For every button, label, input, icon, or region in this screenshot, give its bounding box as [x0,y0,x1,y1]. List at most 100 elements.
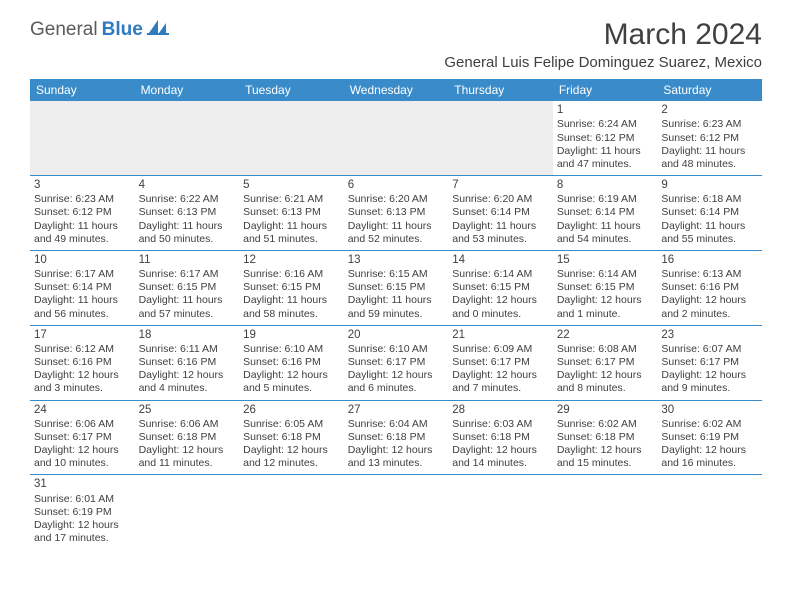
sunrise-line: Sunrise: 6:15 AM [348,268,445,281]
sunset-line: Sunset: 6:16 PM [34,356,131,369]
header: GeneralBlue March 2024 General Luis Feli… [30,18,762,71]
day-cell [657,475,762,549]
sunset-line: Sunset: 6:13 PM [243,206,340,219]
logo: GeneralBlue [30,18,169,41]
day-cell [344,101,449,175]
sunset-line: Sunset: 6:16 PM [243,356,340,369]
day-cell: 27Sunrise: 6:04 AMSunset: 6:18 PMDayligh… [344,400,449,475]
sunset-line: Sunset: 6:15 PM [139,281,236,294]
sunset-line: Sunset: 6:16 PM [661,281,758,294]
day-cell: 16Sunrise: 6:13 AMSunset: 6:16 PMDayligh… [657,250,762,325]
calendar-body: 1Sunrise: 6:24 AMSunset: 6:12 PMDaylight… [30,101,762,549]
table-row: 17Sunrise: 6:12 AMSunset: 6:16 PMDayligh… [30,325,762,400]
daylight-line: Daylight: 11 hours and 50 minutes. [139,220,236,246]
daylight-line: Daylight: 12 hours and 7 minutes. [452,369,549,395]
day-cell: 26Sunrise: 6:05 AMSunset: 6:18 PMDayligh… [239,400,344,475]
col-sunday: Sunday [30,79,135,101]
col-tuesday: Tuesday [239,79,344,101]
day-number: 13 [348,253,445,267]
daylight-line: Daylight: 11 hours and 59 minutes. [348,294,445,320]
daylight-line: Daylight: 11 hours and 57 minutes. [139,294,236,320]
sunrise-line: Sunrise: 6:14 AM [452,268,549,281]
sunset-line: Sunset: 6:18 PM [557,431,654,444]
sunrise-line: Sunrise: 6:03 AM [452,418,549,431]
sunset-line: Sunset: 6:12 PM [557,132,654,145]
daylight-line: Daylight: 11 hours and 58 minutes. [243,294,340,320]
day-cell: 21Sunrise: 6:09 AMSunset: 6:17 PMDayligh… [448,325,553,400]
sunrise-line: Sunrise: 6:11 AM [139,343,236,356]
daylight-line: Daylight: 11 hours and 47 minutes. [557,145,654,171]
day-cell: 9Sunrise: 6:18 AMSunset: 6:14 PMDaylight… [657,175,762,250]
sunrise-line: Sunrise: 6:02 AM [661,418,758,431]
daylight-line: Daylight: 11 hours and 48 minutes. [661,145,758,171]
day-cell: 5Sunrise: 6:21 AMSunset: 6:13 PMDaylight… [239,175,344,250]
location: General Luis Felipe Dominguez Suarez, Me… [444,54,762,71]
day-cell: 1Sunrise: 6:24 AMSunset: 6:12 PMDaylight… [553,101,658,175]
day-number: 5 [243,178,340,192]
day-cell [239,475,344,549]
sunset-line: Sunset: 6:18 PM [139,431,236,444]
day-cell: 30Sunrise: 6:02 AMSunset: 6:19 PMDayligh… [657,400,762,475]
daylight-line: Daylight: 11 hours and 51 minutes. [243,220,340,246]
day-number: 11 [139,253,236,267]
day-cell [30,101,135,175]
daylight-line: Daylight: 12 hours and 12 minutes. [243,444,340,470]
daylight-line: Daylight: 11 hours and 56 minutes. [34,294,131,320]
sunset-line: Sunset: 6:17 PM [557,356,654,369]
col-saturday: Saturday [657,79,762,101]
sunrise-line: Sunrise: 6:08 AM [557,343,654,356]
day-number: 1 [557,103,654,117]
daylight-line: Daylight: 12 hours and 10 minutes. [34,444,131,470]
header-row: Sunday Monday Tuesday Wednesday Thursday… [30,79,762,101]
sunrise-line: Sunrise: 6:02 AM [557,418,654,431]
daylight-line: Daylight: 11 hours and 49 minutes. [34,220,131,246]
sunset-line: Sunset: 6:18 PM [452,431,549,444]
daylight-line: Daylight: 12 hours and 6 minutes. [348,369,445,395]
col-thursday: Thursday [448,79,553,101]
sunset-line: Sunset: 6:13 PM [348,206,445,219]
table-row: 31Sunrise: 6:01 AMSunset: 6:19 PMDayligh… [30,475,762,549]
col-friday: Friday [553,79,658,101]
daylight-line: Daylight: 12 hours and 14 minutes. [452,444,549,470]
sunset-line: Sunset: 6:18 PM [243,431,340,444]
day-number: 31 [34,477,131,491]
day-cell: 3Sunrise: 6:23 AMSunset: 6:12 PMDaylight… [30,175,135,250]
day-cell: 6Sunrise: 6:20 AMSunset: 6:13 PMDaylight… [344,175,449,250]
day-number: 17 [34,328,131,342]
sail-icon [147,18,169,41]
day-number: 3 [34,178,131,192]
daylight-line: Daylight: 12 hours and 15 minutes. [557,444,654,470]
sunrise-line: Sunrise: 6:17 AM [34,268,131,281]
day-cell: 10Sunrise: 6:17 AMSunset: 6:14 PMDayligh… [30,250,135,325]
daylight-line: Daylight: 11 hours and 53 minutes. [452,220,549,246]
day-cell [448,101,553,175]
day-number: 2 [661,103,758,117]
sunset-line: Sunset: 6:17 PM [34,431,131,444]
sunrise-line: Sunrise: 6:05 AM [243,418,340,431]
daylight-line: Daylight: 12 hours and 17 minutes. [34,519,131,545]
day-number: 29 [557,403,654,417]
table-row: 10Sunrise: 6:17 AMSunset: 6:14 PMDayligh… [30,250,762,325]
day-number: 6 [348,178,445,192]
day-number: 21 [452,328,549,342]
calendar-page: GeneralBlue March 2024 General Luis Feli… [0,0,792,559]
day-cell: 13Sunrise: 6:15 AMSunset: 6:15 PMDayligh… [344,250,449,325]
sunrise-line: Sunrise: 6:10 AM [348,343,445,356]
day-number: 18 [139,328,236,342]
col-monday: Monday [135,79,240,101]
title-block: March 2024 General Luis Felipe Dominguez… [444,18,762,71]
day-cell: 19Sunrise: 6:10 AMSunset: 6:16 PMDayligh… [239,325,344,400]
day-cell: 24Sunrise: 6:06 AMSunset: 6:17 PMDayligh… [30,400,135,475]
day-number: 7 [452,178,549,192]
day-number: 26 [243,403,340,417]
daylight-line: Daylight: 12 hours and 9 minutes. [661,369,758,395]
sunset-line: Sunset: 6:17 PM [661,356,758,369]
daylight-line: Daylight: 11 hours and 52 minutes. [348,220,445,246]
daylight-line: Daylight: 12 hours and 2 minutes. [661,294,758,320]
day-cell: 20Sunrise: 6:10 AMSunset: 6:17 PMDayligh… [344,325,449,400]
day-cell: 4Sunrise: 6:22 AMSunset: 6:13 PMDaylight… [135,175,240,250]
day-cell: 25Sunrise: 6:06 AMSunset: 6:18 PMDayligh… [135,400,240,475]
day-number: 30 [661,403,758,417]
sunset-line: Sunset: 6:19 PM [661,431,758,444]
day-number: 10 [34,253,131,267]
